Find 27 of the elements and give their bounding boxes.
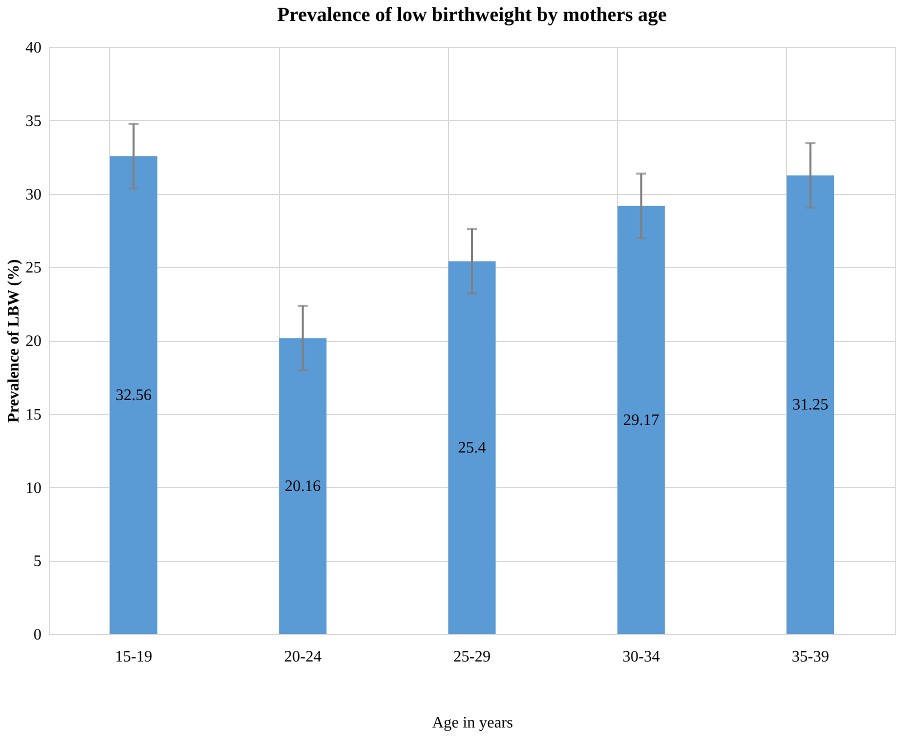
bar xyxy=(786,175,834,634)
bar xyxy=(618,206,665,634)
data-label: 32.56 xyxy=(116,387,152,404)
y-tick-label: 25 xyxy=(26,260,42,277)
chart-title: Prevalence of low birthweight by mothers age xyxy=(277,4,667,26)
y-tick-label: 0 xyxy=(34,626,42,644)
y-tick-label: 20 xyxy=(26,333,42,350)
y-tick-label: 10 xyxy=(26,480,42,497)
x-tick-label: 20-24 xyxy=(284,648,322,666)
y-tick-label: 40 xyxy=(26,40,42,56)
bar xyxy=(279,338,326,634)
y-tick-label: 35 xyxy=(26,112,42,130)
bar xyxy=(448,261,496,634)
y-tick-label: 5 xyxy=(34,553,42,570)
data-label: 25.4 xyxy=(458,440,486,457)
y-tick-label: 15 xyxy=(26,406,42,424)
x-tick-label: 25-29 xyxy=(453,648,491,666)
x-tick-label: 35-39 xyxy=(792,648,830,666)
x-axis-title: Age in years xyxy=(432,714,513,732)
y-tick-label: 30 xyxy=(26,186,42,204)
data-label: 20.16 xyxy=(284,478,321,496)
data-label: 29.17 xyxy=(623,412,660,429)
x-tick-label: 15-19 xyxy=(114,648,152,666)
y-axis-title: Prevalence of LBW (%) xyxy=(6,259,22,423)
data-label: 31.25 xyxy=(792,396,828,414)
x-tick-label: 30-34 xyxy=(622,648,660,666)
bar xyxy=(110,156,158,634)
